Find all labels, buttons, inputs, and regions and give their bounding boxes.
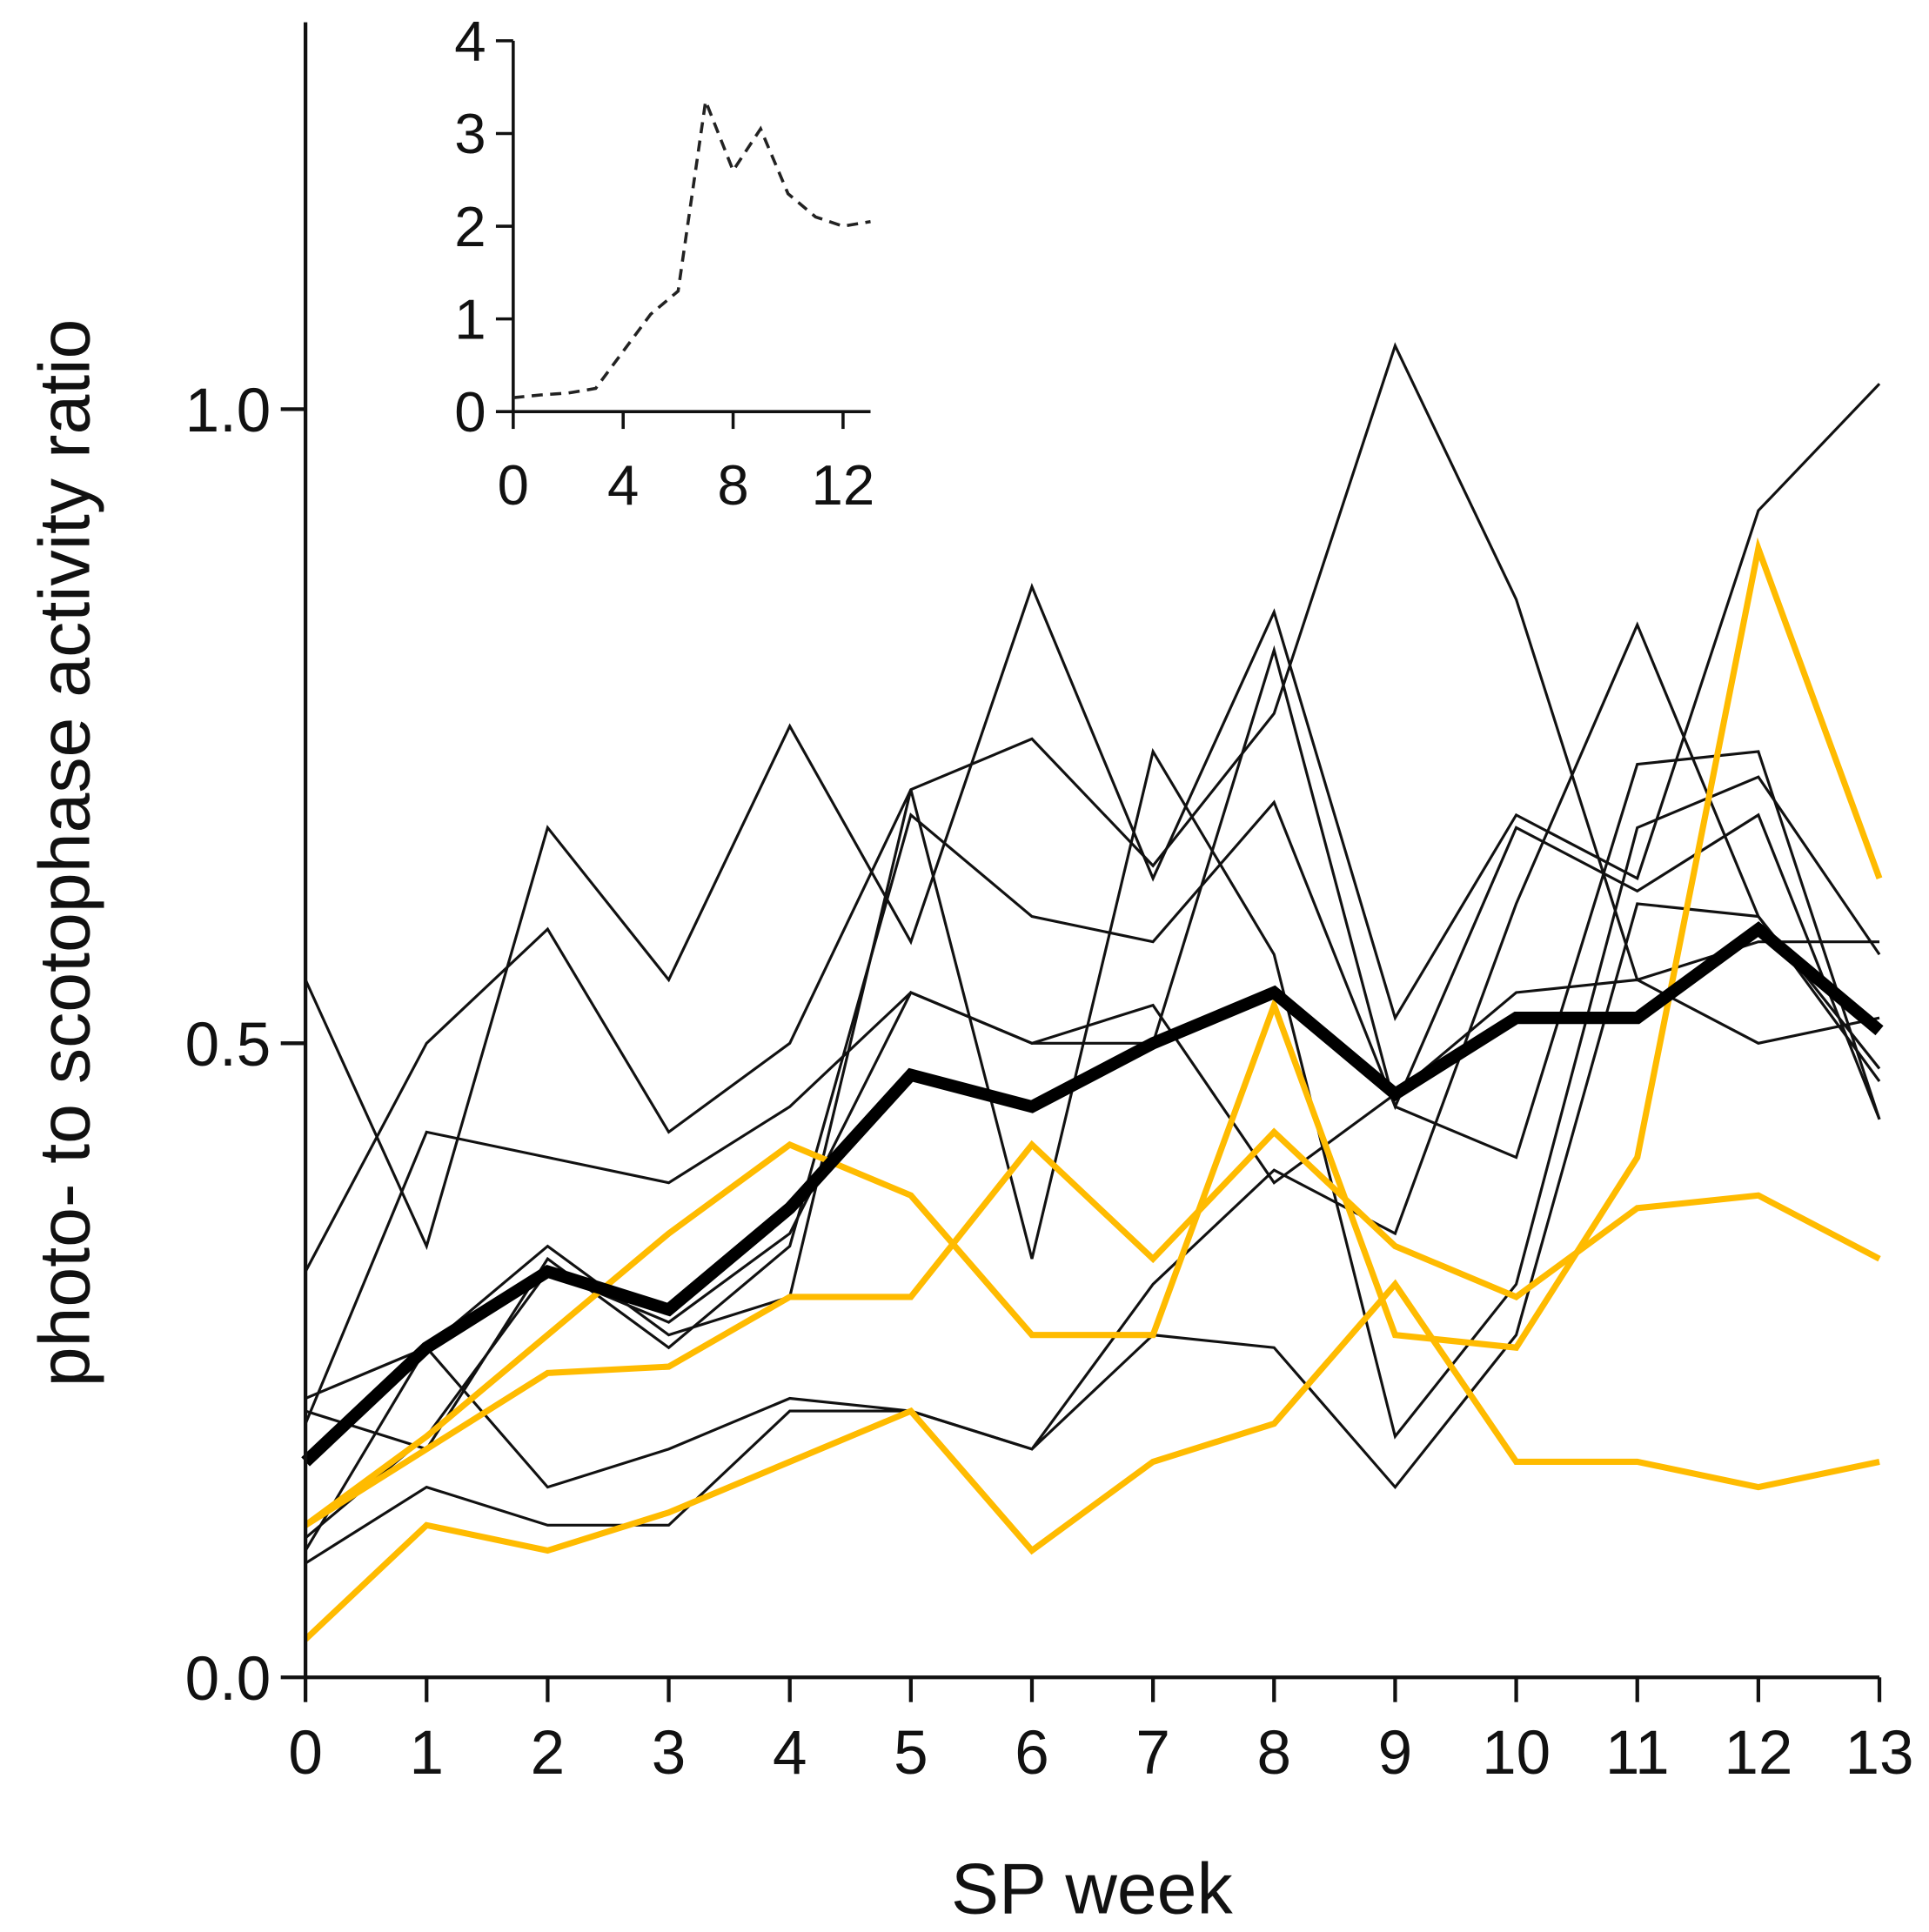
series-line-individual-8: [305, 645, 1881, 1540]
series-line-highlight-3: [303, 1279, 1880, 1642]
x-tick-label: 1: [410, 1719, 445, 1788]
x-tick-label: 2: [531, 1719, 566, 1788]
main-ticks: 0 1 2 3 4 5 6 7 8 9 10 11 12 130.00.51.0: [185, 377, 1914, 1788]
inset-x-tick-label: 4: [607, 453, 639, 517]
x-tick-label: 10: [1482, 1719, 1551, 1788]
y-tick-label: 1.0: [185, 377, 271, 445]
x-tick-label: 5: [894, 1719, 928, 1788]
inset-y-tick-label: 2: [454, 195, 486, 258]
series-line-individual-1: [304, 383, 1881, 1251]
inset-dashed-line: [512, 95, 871, 399]
x-tick-label: 7: [1135, 1719, 1170, 1788]
x-tick-label: 11: [1605, 1719, 1670, 1788]
x-axis-title: SP week: [951, 1849, 1234, 1929]
series-line-highlight-2: [304, 1127, 1881, 1528]
y-axis-title: photo- to scotophase activity ratio: [24, 319, 104, 1387]
main-axes: [303, 22, 1880, 1680]
series-line-mean: [301, 921, 1884, 1467]
inset-x-tick-label: 0: [498, 453, 529, 517]
inset-y-tick-label: 0: [454, 380, 486, 444]
inset-x-tick-label: 12: [812, 453, 875, 517]
y-tick-label: 0.0: [185, 1645, 271, 1714]
inset-y-tick-label: 3: [454, 102, 486, 165]
series-line-individual-5: [304, 902, 1881, 1552]
series-line-individual-6: [305, 621, 1881, 1565]
main-plot-lines: [301, 342, 1884, 1642]
series-line-individual-4: [305, 747, 1881, 1440]
inset-x-tick-label: 8: [717, 453, 748, 517]
inset-y-tick-label: 1: [454, 287, 486, 351]
inset-y-tick-label: 4: [454, 10, 486, 73]
series-line-individual-2: [304, 342, 1880, 1273]
x-tick-label: 13: [1845, 1719, 1914, 1788]
x-tick-label: 4: [773, 1719, 807, 1788]
x-tick-label: 3: [652, 1719, 687, 1788]
x-tick-label: 8: [1257, 1719, 1292, 1788]
x-tick-label: 12: [1724, 1719, 1792, 1788]
series-line-individual-3: [304, 978, 1880, 1425]
y-tick-label: 0.5: [185, 1011, 271, 1080]
x-tick-label: 9: [1378, 1719, 1413, 1788]
x-tick-label: 6: [1015, 1719, 1049, 1788]
x-tick-label: 0: [288, 1719, 323, 1788]
series-line-highlight-1: [304, 537, 1883, 1528]
